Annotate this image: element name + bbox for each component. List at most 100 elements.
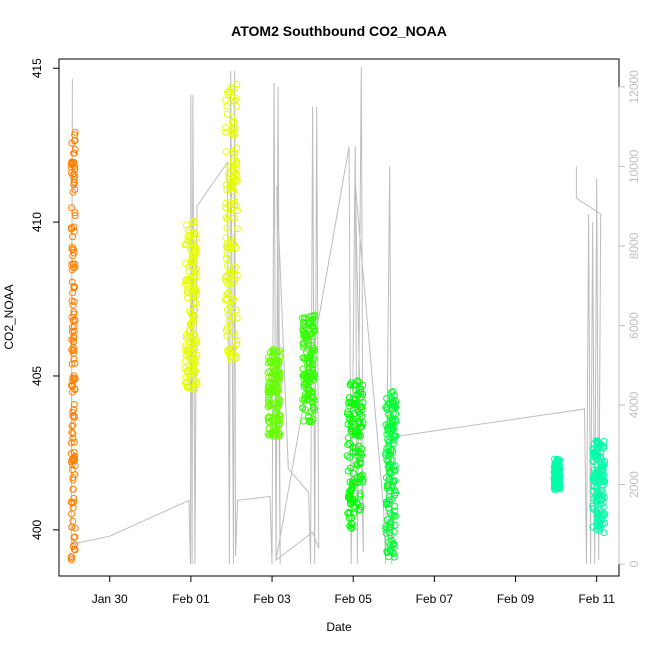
data-point [355,408,363,416]
series-2 [221,80,241,364]
data-point [71,146,79,153]
data-point [226,302,234,310]
data-point [589,523,597,531]
data-point [71,524,79,532]
data-point [184,294,192,302]
data-point [182,276,190,284]
data-point [383,424,391,432]
data-point [190,228,198,236]
data-point [553,464,561,472]
data-point [276,411,284,419]
x-axis-label: Date [326,620,352,634]
data-point [224,311,232,319]
data-point [264,413,272,421]
data-point [182,240,190,248]
data-point [68,499,76,507]
data-point [230,240,238,248]
data-point [385,442,393,450]
data-point [387,532,395,540]
data-point [593,526,600,533]
data-point [389,397,397,405]
data-point [231,129,239,137]
data-point [276,370,283,378]
data-point [269,350,277,358]
data-point [182,333,190,341]
data-point [265,399,273,406]
data-point [233,103,240,110]
data-point [306,331,314,339]
data-point [354,377,361,385]
data-point [346,402,354,410]
data-point [267,388,275,396]
axes-layer: 400 405 410 415 0 2000 4000 6000 8000 10000 12000 J… [30,58,641,606]
data-point [184,343,192,351]
data-point [192,286,200,294]
data-point [388,388,395,396]
data-point [222,204,230,212]
data-point [226,266,234,274]
data-point [70,310,78,318]
data-point [385,504,393,512]
data-point [69,328,76,336]
right-tick-label: 2000 [627,471,641,498]
data-point [227,271,235,279]
data-point [309,322,317,330]
data-point [269,346,277,354]
data-point [387,545,395,553]
data-point [385,464,393,472]
data-point [227,280,235,288]
data-point [299,343,307,351]
data-point [223,102,231,110]
data-point [352,448,360,456]
data-point [382,404,390,412]
data-point [273,356,281,364]
data-point [187,366,195,374]
data-point [385,425,393,433]
right-tick-label: 6000 [627,312,641,339]
data-point [181,357,189,365]
data-point [183,383,191,391]
altitude-layer [70,66,602,565]
data-point [299,417,307,425]
data-point [223,332,231,340]
data-point [593,487,601,495]
left-tick-label: 415 [30,58,44,78]
data-point [299,354,307,362]
data-point [307,418,315,426]
data-point [308,398,316,406]
data-point [385,468,393,475]
series-6 [382,388,400,561]
data-point [233,314,241,322]
data-point [310,327,318,335]
data-point [359,478,367,486]
data-point [391,507,399,515]
data-point [222,254,230,262]
data-point [387,469,395,476]
data-point [70,334,78,342]
series-3 [264,346,284,440]
data-point [189,366,197,374]
data-point [222,128,230,136]
data-point [272,360,280,368]
data-point [67,498,75,506]
series-1 [181,217,201,393]
data-point [71,359,79,367]
y-axis-label: CO2_NOAA [2,284,16,349]
data-point [357,474,365,482]
data-point [223,215,231,223]
data-point [356,492,364,500]
data-point [227,321,235,329]
data-point [594,472,602,480]
data-point [590,466,598,474]
data-point [190,355,198,363]
data-point [354,500,362,508]
data-point [383,445,391,452]
data-point [272,403,280,411]
x-tick-label: Feb 11 [578,592,615,606]
data-point [69,421,77,429]
data-point [190,250,198,258]
data-point [190,292,198,299]
data-point [232,202,240,210]
data-point [355,378,363,386]
